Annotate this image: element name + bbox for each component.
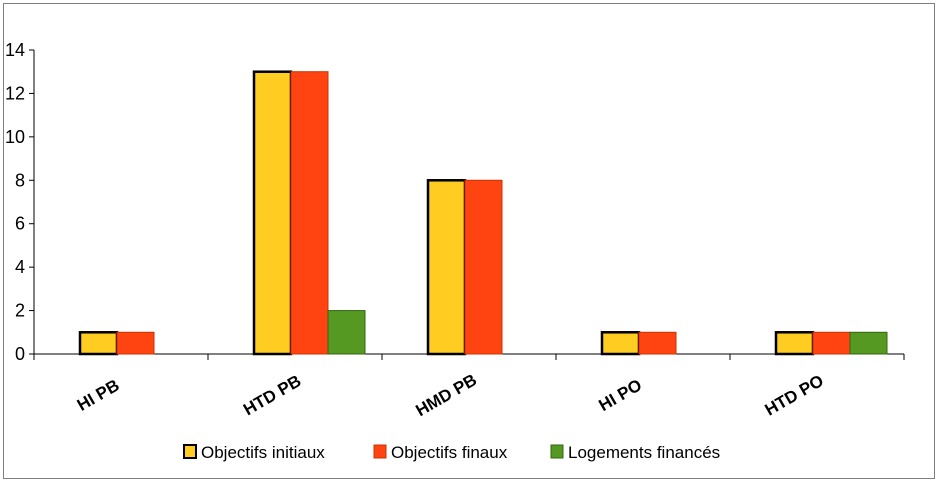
- bar-logements-financ-s-htd-pb: [327, 310, 366, 355]
- y-axis-ticks: 0 2 4 6 8 10 12 14: [5, 40, 34, 364]
- bar-objectifs-initiaux-hi-po: [600, 331, 641, 356]
- bar-objectifs-initiaux-htd-pb: [252, 70, 293, 356]
- bar-objectifs-finaux-htd-pb: [290, 71, 329, 355]
- y-tick-label: 8: [15, 170, 25, 190]
- legend-label: Logements financés: [568, 443, 720, 462]
- y-tick-label: 0: [15, 344, 25, 364]
- x-category-label: HMD PB: [412, 370, 480, 420]
- x-category-label: HI PB: [74, 376, 123, 415]
- bar-objectifs-initiaux-hmd-pb: [426, 179, 467, 356]
- legend-swatch: [550, 444, 564, 459]
- y-tick-label: 10: [5, 127, 25, 147]
- bar-objectifs-finaux-htd-po: [812, 331, 851, 355]
- y-tick-label: 12: [5, 83, 25, 103]
- x-category-label: HTD PB: [240, 371, 304, 419]
- bar-objectifs-initiaux-htd-po: [774, 331, 815, 356]
- y-tick-label: 4: [15, 257, 25, 277]
- legend-label: Objectifs finaux: [391, 443, 508, 462]
- bars: [78, 70, 888, 356]
- legend-swatch: [183, 444, 197, 459]
- x-axis-labels: HI PB HTD PB HMD PB HI PO HTD PO: [74, 370, 827, 420]
- bar-logements-financ-s-htd-po: [849, 331, 888, 355]
- bar-objectifs-finaux-hi-po: [638, 331, 677, 355]
- legend: Objectifs initiaux Objectifs finaux Logeme…: [183, 443, 720, 462]
- bar-objectifs-initiaux-hi-pb: [78, 331, 119, 356]
- y-tick-label: 6: [15, 214, 25, 234]
- legend-swatch: [373, 444, 387, 459]
- bar-objectifs-finaux-hmd-pb: [464, 179, 503, 355]
- y-tick-label: 14: [5, 40, 25, 60]
- bar-objectifs-finaux-hi-pb: [116, 331, 155, 355]
- x-category-label: HI PO: [595, 375, 645, 415]
- y-tick-label: 2: [15, 301, 25, 321]
- x-category-label: HTD PO: [762, 371, 827, 420]
- legend-label: Objectifs initiaux: [201, 443, 325, 462]
